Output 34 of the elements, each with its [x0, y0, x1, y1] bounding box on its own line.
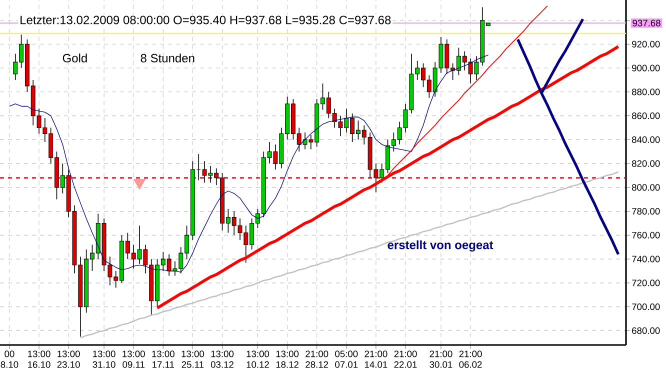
x-tick-label: 13:00 03.12 [210, 350, 234, 368]
text: Letzter:13.02.2009 08:00:00 O=935.40 H=937.68 L=935.28 C=937.68 [20, 16, 391, 24]
x-tick-label: 13:00 23.10 [57, 350, 80, 368]
y-tick-label: 920.00 [632, 40, 660, 48]
x-tick-label: 05:00 07.01 [335, 350, 358, 368]
x-tick-label: 13:00 10.12 [246, 350, 270, 368]
x-tick-label: 21:00 06.02 [459, 350, 482, 368]
x-tick-label: 13:00 25.11 [182, 350, 204, 368]
y-tick-label: 700.00 [632, 304, 660, 310]
x-tick-label: 00 8.10 [0, 350, 18, 368]
annotation: Gold [62, 54, 87, 62]
x-tick-label: 13:00 16.10 [28, 350, 50, 368]
annotation: erstellt von oegeat [388, 240, 494, 252]
x-tick-label: 21:00 14.01 [364, 350, 388, 368]
y-tick-label: 900.00 [632, 64, 660, 72]
x-tick-label: 13:00 09.11 [122, 350, 145, 368]
x-tick-label: 21:00 22.01 [394, 350, 417, 368]
annotation: 8 Stunden [140, 54, 194, 62]
ref-line-label: 937.68 [632, 20, 660, 26]
y-tick-label: 860.00 [632, 112, 660, 120]
x-tick-label: 21:00 28.12 [306, 350, 328, 368]
y-tick-label: 820.00 [632, 160, 660, 167]
y-tick-label: 800.00 [632, 184, 660, 191]
y-tick-label: 720.00 [632, 280, 660, 286]
y-tick-label: 740.00 [632, 256, 660, 262]
y-tick-label: 880.00 [632, 88, 660, 96]
y-tick-label: 840.00 [632, 136, 660, 143]
y-tick-label: 780.00 [632, 208, 660, 215]
x-tick-label: 21:00 30.01 [430, 350, 452, 368]
y-tick-label: 680.00 [632, 327, 660, 334]
x-tick-label: 13:00 18.12 [276, 350, 299, 368]
x-tick-label: 13:00 17.11 [152, 350, 174, 368]
y-tick-label: 760.00 [632, 232, 660, 238]
x-tick-label: 13:00 31.10 [92, 350, 116, 368]
